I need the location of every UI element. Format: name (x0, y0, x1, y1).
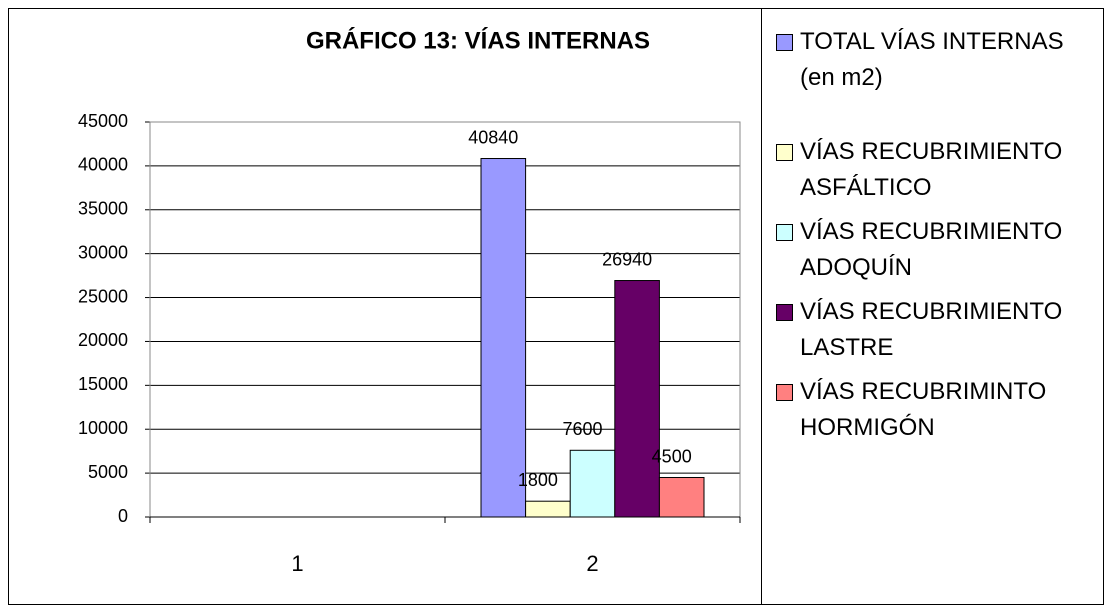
legend-entry: VÍAS RECUBRIMIENTO ADOQUÍN (770, 214, 1090, 286)
y-tick-label: 40000 (78, 155, 128, 175)
legend-swatch (776, 304, 793, 321)
legend-border (761, 8, 1104, 605)
legend-swatch (776, 384, 793, 401)
bar (480, 158, 527, 518)
y-tick-label: 25000 (78, 286, 128, 306)
y-tick-label: 30000 (78, 242, 128, 262)
y-tick-label: 5000 (88, 462, 128, 482)
legend-swatch (776, 224, 793, 241)
legend-entry: VÍAS RECUBRIMIENTO ASFÁLTICO (770, 134, 1090, 206)
legend-swatch (776, 34, 793, 51)
y-tick-label: 45000 (78, 111, 128, 131)
y-tick-label: 20000 (78, 330, 128, 350)
legend-label: VÍAS RECUBRIMIENTO LASTRE (800, 298, 1063, 361)
legend-entry: VÍAS RECUBRIMIENTO LASTRE (770, 294, 1090, 366)
y-tick-label: 35000 (78, 199, 128, 219)
legend-label: TOTAL VÍAS INTERNAS (en m2) (800, 28, 1064, 91)
legend-label: VÍAS RECUBRIMINTO HORMIGÓN (800, 378, 1047, 441)
legend-label: VÍAS RECUBRIMIENTO ADOQUÍN (800, 218, 1063, 281)
data-label: 4500 (652, 446, 692, 466)
x-tick-label: 2 (586, 551, 598, 576)
data-label: 26940 (602, 249, 652, 269)
bar (614, 280, 660, 518)
bar (569, 449, 616, 518)
bar (658, 477, 705, 518)
y-tick-label: 10000 (78, 418, 128, 438)
bar (525, 500, 571, 518)
legend-label: VÍAS RECUBRIMIENTO ASFÁLTICO (800, 138, 1063, 201)
data-label: 40840 (468, 127, 518, 147)
legend-swatch (776, 144, 793, 161)
x-tick-label: 1 (291, 551, 303, 576)
legend-entry: TOTAL VÍAS INTERNAS (en m2) (770, 24, 1090, 96)
chart-title: GRÁFICO 13: VÍAS INTERNAS (306, 26, 650, 54)
legend-entry: VÍAS RECUBRIMINTO HORMIGÓN (770, 374, 1090, 446)
y-tick-label: 15000 (78, 374, 128, 394)
legend: TOTAL VÍAS INTERNAS (en m2) VÍAS RECUBRIM… (770, 24, 1100, 454)
data-label: 1800 (518, 470, 558, 490)
data-label: 7600 (562, 419, 602, 439)
y-tick-label: 0 (118, 506, 128, 526)
